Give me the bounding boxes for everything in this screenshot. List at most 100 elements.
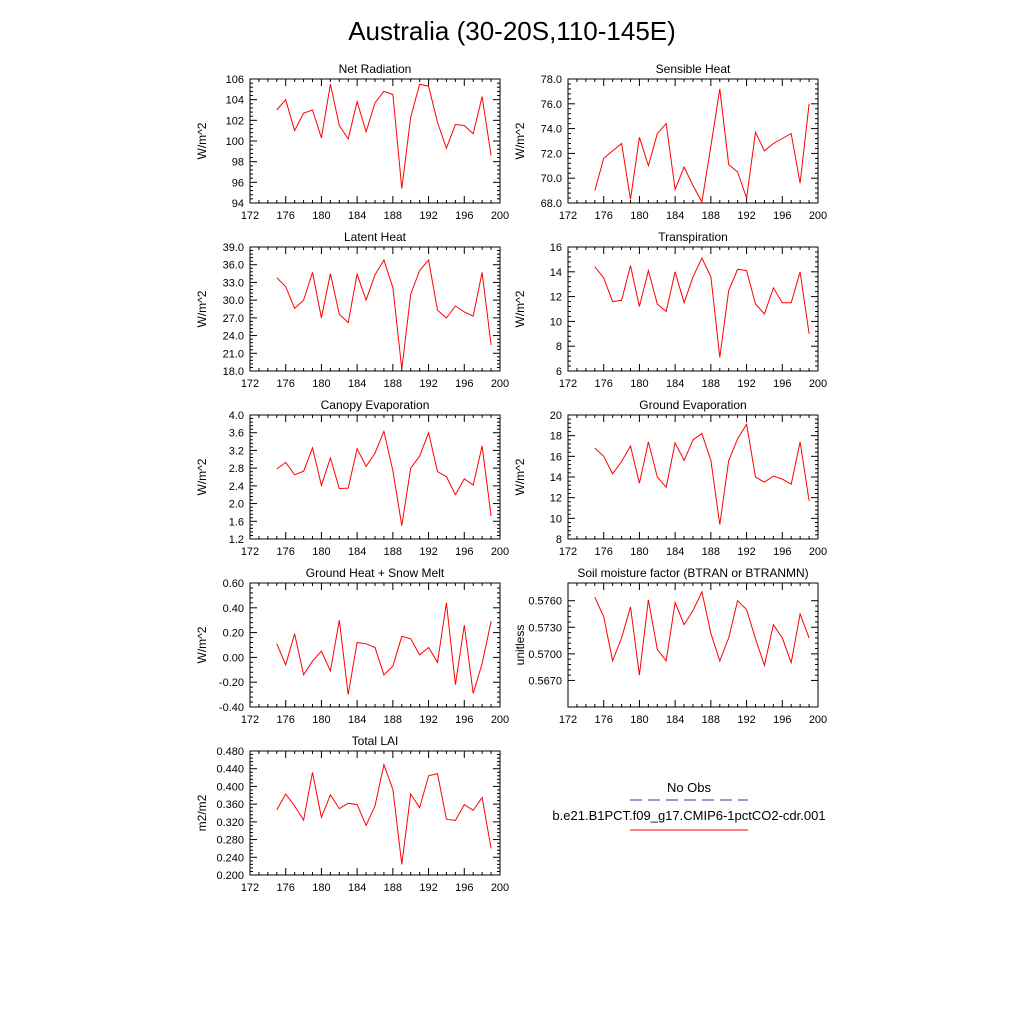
x-tick-label: 196 — [455, 378, 473, 390]
y-tick-label: 12 — [550, 493, 562, 505]
y-tick-label: 0.40 — [223, 603, 244, 615]
x-tick-label: 196 — [773, 546, 791, 558]
y-tick-label: 36.0 — [223, 260, 244, 272]
panel-2: Latent Heat 172 176 180 184 188 192 196 200 18.0 2… — [195, 230, 509, 390]
x-tick-label: 180 — [312, 378, 330, 390]
panel-title: Sensible Heat — [656, 62, 731, 76]
x-tick-label: 172 — [241, 378, 259, 390]
x-tick-label: 184 — [666, 714, 684, 726]
y-tick-label: 0.280 — [216, 835, 244, 847]
x-tick-label: 200 — [491, 378, 509, 390]
series-line — [276, 762, 492, 865]
y-tick-label: 0.5760 — [528, 596, 562, 608]
y-tick-label: 94 — [232, 198, 244, 210]
panel-1: Sensible Heat 172 176 180 184 188 192 196 200 68.… — [513, 62, 827, 222]
y-axis-label: W/m^2 — [195, 122, 209, 159]
x-tick-label: 196 — [773, 378, 791, 390]
y-tick-label: 0.480 — [216, 746, 244, 758]
x-tick-label: 200 — [809, 210, 827, 222]
y-tick-label: 18 — [550, 431, 562, 443]
x-tick-label: 188 — [384, 546, 402, 558]
x-tick-label: 172 — [559, 546, 577, 558]
y-tick-label: 104 — [226, 95, 244, 107]
x-tick-label: 200 — [491, 714, 509, 726]
series-line — [276, 258, 492, 370]
y-tick-label: 12 — [550, 292, 562, 304]
y-axis-label: W/m^2 — [195, 458, 209, 495]
y-tick-label: 30.0 — [223, 295, 244, 307]
x-tick-label: 188 — [384, 714, 402, 726]
y-tick-label: 0.00 — [223, 652, 244, 664]
x-tick-label: 176 — [277, 546, 295, 558]
x-tick-label: 172 — [241, 882, 259, 894]
x-tick-label: 196 — [773, 714, 791, 726]
x-tick-label: 200 — [809, 714, 827, 726]
y-tick-label: 27.0 — [223, 313, 244, 325]
x-tick-label: 176 — [595, 546, 613, 558]
y-tick-label: 0.360 — [216, 799, 244, 811]
figure-title: Australia (30-20S,110-145E) — [348, 16, 676, 46]
legend-obs-label: No Obs — [667, 780, 712, 795]
y-tick-label: 3.2 — [229, 445, 244, 457]
x-tick-label: 196 — [773, 210, 791, 222]
x-tick-label: 184 — [348, 378, 366, 390]
y-axis-label: W/m^2 — [513, 122, 527, 159]
y-tick-label: 4.0 — [229, 410, 244, 422]
x-tick-label: 184 — [348, 714, 366, 726]
x-tick-label: 176 — [277, 714, 295, 726]
panel-title: Latent Heat — [344, 230, 407, 244]
panel-0: Net Radiation 172 176 180 184 188 192 196 200 94 9… — [195, 62, 509, 222]
y-tick-label: 10 — [550, 513, 562, 525]
x-tick-label: 188 — [702, 378, 720, 390]
panel-title: Net Radiation — [339, 62, 412, 76]
x-tick-label: 188 — [702, 210, 720, 222]
y-tick-label: 24.0 — [223, 331, 244, 343]
x-tick-label: 192 — [737, 546, 755, 558]
x-tick-label: 200 — [491, 546, 509, 558]
x-tick-label: 180 — [630, 714, 648, 726]
y-tick-label: 3.6 — [229, 428, 244, 440]
y-tick-label: 96 — [232, 177, 244, 189]
x-tick-label: 192 — [737, 714, 755, 726]
series-line — [594, 257, 810, 358]
y-tick-label: -0.40 — [219, 702, 244, 714]
y-tick-label: 76.0 — [541, 99, 562, 111]
y-tick-label: 16 — [550, 451, 562, 463]
x-tick-label: 172 — [559, 210, 577, 222]
y-axis-label: W/m^2 — [195, 290, 209, 327]
series-line — [276, 83, 492, 189]
series-line — [276, 602, 492, 695]
y-tick-label: 102 — [226, 115, 244, 127]
x-tick-label: 176 — [277, 210, 295, 222]
y-tick-label: 68.0 — [541, 198, 562, 210]
panel-4: Canopy Evaporation 172 176 180 184 188 192 196 2… — [195, 398, 509, 558]
panel-title: Total LAI — [352, 734, 399, 748]
y-axis-label: m2/m2 — [195, 794, 209, 831]
x-tick-label: 196 — [455, 546, 473, 558]
y-axis-label: unitless — [513, 625, 527, 666]
y-tick-label: 0.5730 — [528, 622, 562, 634]
y-tick-label: 0.20 — [223, 628, 244, 640]
x-tick-label: 192 — [419, 378, 437, 390]
x-tick-label: 176 — [277, 378, 295, 390]
x-tick-label: 180 — [630, 546, 648, 558]
y-tick-label: 10 — [550, 316, 562, 328]
x-tick-label: 180 — [312, 882, 330, 894]
y-tick-label: 6 — [556, 366, 562, 378]
x-tick-label: 188 — [384, 210, 402, 222]
x-tick-label: 192 — [737, 378, 755, 390]
y-tick-label: -0.20 — [219, 677, 244, 689]
y-tick-label: 8 — [556, 341, 562, 353]
y-tick-label: 20 — [550, 410, 562, 422]
y-tick-label: 72.0 — [541, 148, 562, 160]
y-axis-label: W/m^2 — [513, 458, 527, 495]
y-tick-label: 2.0 — [229, 499, 244, 511]
y-tick-label: 21.0 — [223, 348, 244, 360]
y-tick-label: 78.0 — [541, 74, 562, 86]
x-tick-label: 192 — [419, 210, 437, 222]
x-tick-label: 188 — [384, 882, 402, 894]
x-tick-label: 172 — [559, 378, 577, 390]
x-tick-label: 200 — [809, 378, 827, 390]
